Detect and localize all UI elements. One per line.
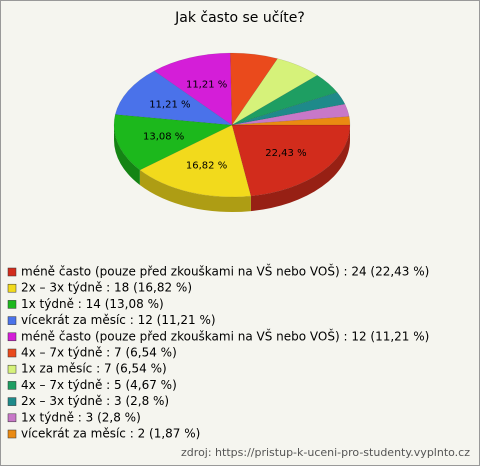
slice-label: 11,21 % [149, 99, 190, 110]
legend-swatch [7, 348, 17, 358]
legend-swatch [7, 397, 17, 406]
pie-side [250, 125, 350, 212]
pie-slice [230, 52, 279, 126]
legend-swatch [7, 267, 17, 277]
legend-label: 1x týdně : 3 (2,8 %) [21, 410, 141, 424]
pie-slice [113, 114, 233, 171]
legend-swatch [7, 283, 17, 293]
legend-swatch [7, 381, 17, 390]
legend-label: vícekrát za měsíc : 12 (11,21 %) [21, 313, 216, 327]
pie-slice [231, 92, 346, 126]
pie-slice [231, 58, 318, 126]
slice-label: 22,43 % [265, 148, 306, 159]
legend-swatch [7, 316, 17, 325]
slice-label: 13,08 % [143, 131, 184, 142]
legend-label: 4x – 7x týdně : 7 (6,54 %) [21, 346, 177, 360]
legend-label: 2x – 3x týdně : 18 (16,82 %) [21, 281, 192, 295]
legend-swatch [7, 413, 17, 423]
slice-label: 11,21 % [186, 80, 227, 91]
legend-label: 1x za měsíc : 7 (6,54 %) [21, 362, 167, 376]
pie-side [139, 169, 251, 212]
legend-label: méně často (pouze před zkouškami na VŠ n… [21, 264, 429, 279]
pie-slice [231, 103, 350, 126]
legend-swatch [7, 332, 17, 342]
legend-swatch [7, 429, 17, 439]
legend-label: méně často (pouze před zkouškami na VŠ n… [21, 328, 429, 343]
pie-slice [153, 52, 233, 126]
legend-label: 1x týdně : 14 (13,08 %) [21, 297, 164, 311]
source: zdroj: https://pristup-k-uceni-pro-stude… [181, 446, 470, 459]
slice-label: 16,82 % [186, 160, 227, 171]
legend-swatch [7, 300, 17, 309]
pie-slice [114, 70, 233, 126]
pie-slice [139, 124, 252, 198]
legend-label: vícekrát za měsíc : 2 (1,87 %) [21, 427, 200, 441]
pie-slice [231, 74, 338, 126]
pie-slice [231, 116, 351, 126]
legend-label: 4x – 7x týdně : 5 (4,67 %) [21, 378, 177, 392]
chart-title: Jak často se učíte? [174, 10, 305, 26]
pie-side [114, 125, 140, 185]
legend-label: 2x – 3x týdně : 3 (2,8 %) [21, 394, 169, 408]
pie-slice [231, 124, 351, 197]
legend-swatch [7, 364, 17, 374]
